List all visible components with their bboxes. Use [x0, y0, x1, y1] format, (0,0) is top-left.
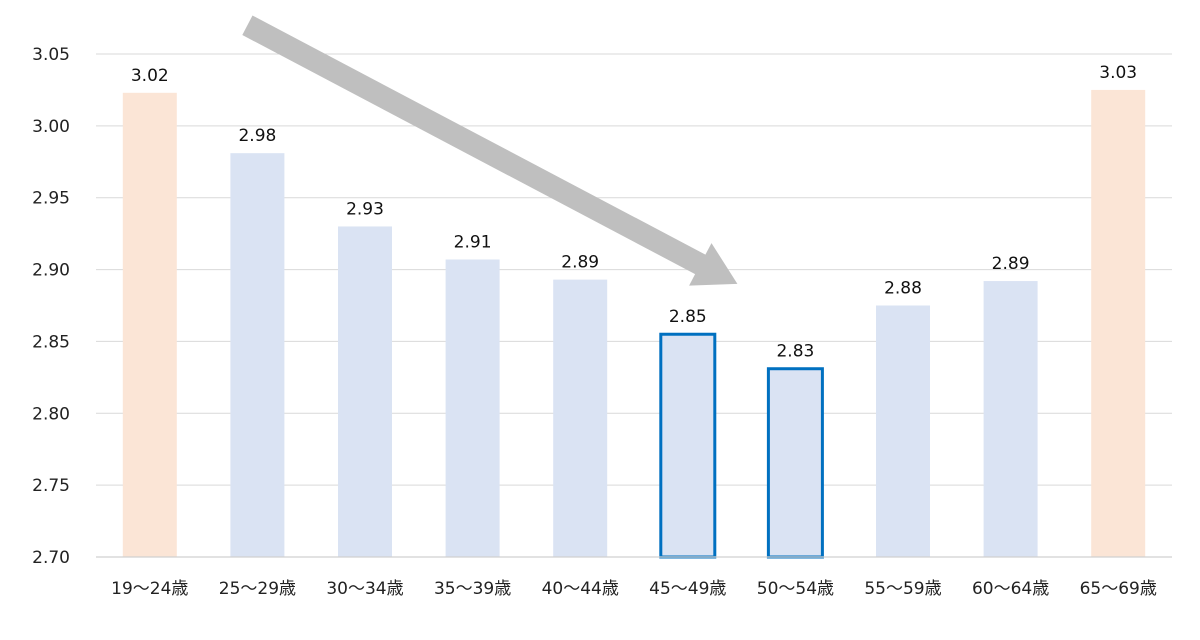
bar: [983, 281, 1038, 557]
bar: [876, 305, 930, 557]
y-tick-label: 2.95: [32, 189, 70, 209]
x-category-label: 30〜34歳: [326, 579, 403, 599]
data-label: 3.02: [131, 66, 169, 86]
trend-arrow: [242, 15, 738, 286]
bar: [659, 332, 717, 559]
data-label: 2.89: [992, 254, 1030, 274]
y-tick-label: 2.75: [32, 476, 70, 496]
downward-trend-arrow: [242, 15, 738, 286]
y-tick-label: 3.00: [32, 117, 70, 137]
data-labels: 3.02 2.98 2.93 2.91 2.89 2.85 2.83 2.88 2.89 3.03: [131, 63, 1137, 362]
axes: 2.70 2.75 2.80 2.85 2.90 2.95 3.00 3.05 19〜24歳 25…: [32, 45, 1172, 599]
data-label: 2.83: [776, 342, 814, 362]
x-category-label: 35〜39歳: [434, 579, 511, 599]
data-label: 2.91: [454, 233, 492, 253]
x-category-label: 50〜54歳: [757, 579, 834, 599]
data-label: 2.88: [884, 279, 922, 299]
bar: [338, 226, 392, 557]
bar: [122, 92, 177, 557]
y-tick-label: 2.90: [32, 261, 70, 281]
x-category-label: 45〜49歳: [649, 579, 726, 599]
y-tick-label: 2.80: [32, 404, 70, 424]
data-label: 2.98: [238, 126, 276, 146]
data-label: 2.89: [561, 253, 599, 273]
bar: [553, 279, 608, 557]
y-tick-label: 2.85: [32, 332, 70, 352]
x-category-label: 55〜59歳: [864, 579, 941, 599]
y-tick-label: 3.05: [32, 45, 70, 65]
x-category-label: 60〜64歳: [972, 579, 1049, 599]
data-label: 2.93: [346, 199, 384, 219]
x-category-label: 19〜24歳: [111, 579, 188, 599]
bar: [766, 367, 824, 559]
data-label: 3.03: [1099, 63, 1137, 83]
bar: [230, 153, 285, 558]
x-category-label: 25〜29歳: [219, 579, 296, 599]
y-tick-label: 2.70: [32, 548, 70, 568]
data-label: 2.85: [669, 307, 707, 327]
x-category-label: 65〜69歳: [1080, 579, 1157, 599]
bar: [445, 259, 500, 557]
bars: [122, 89, 1146, 559]
x-category-label: 40〜44歳: [542, 579, 619, 599]
bar: [1091, 89, 1146, 557]
